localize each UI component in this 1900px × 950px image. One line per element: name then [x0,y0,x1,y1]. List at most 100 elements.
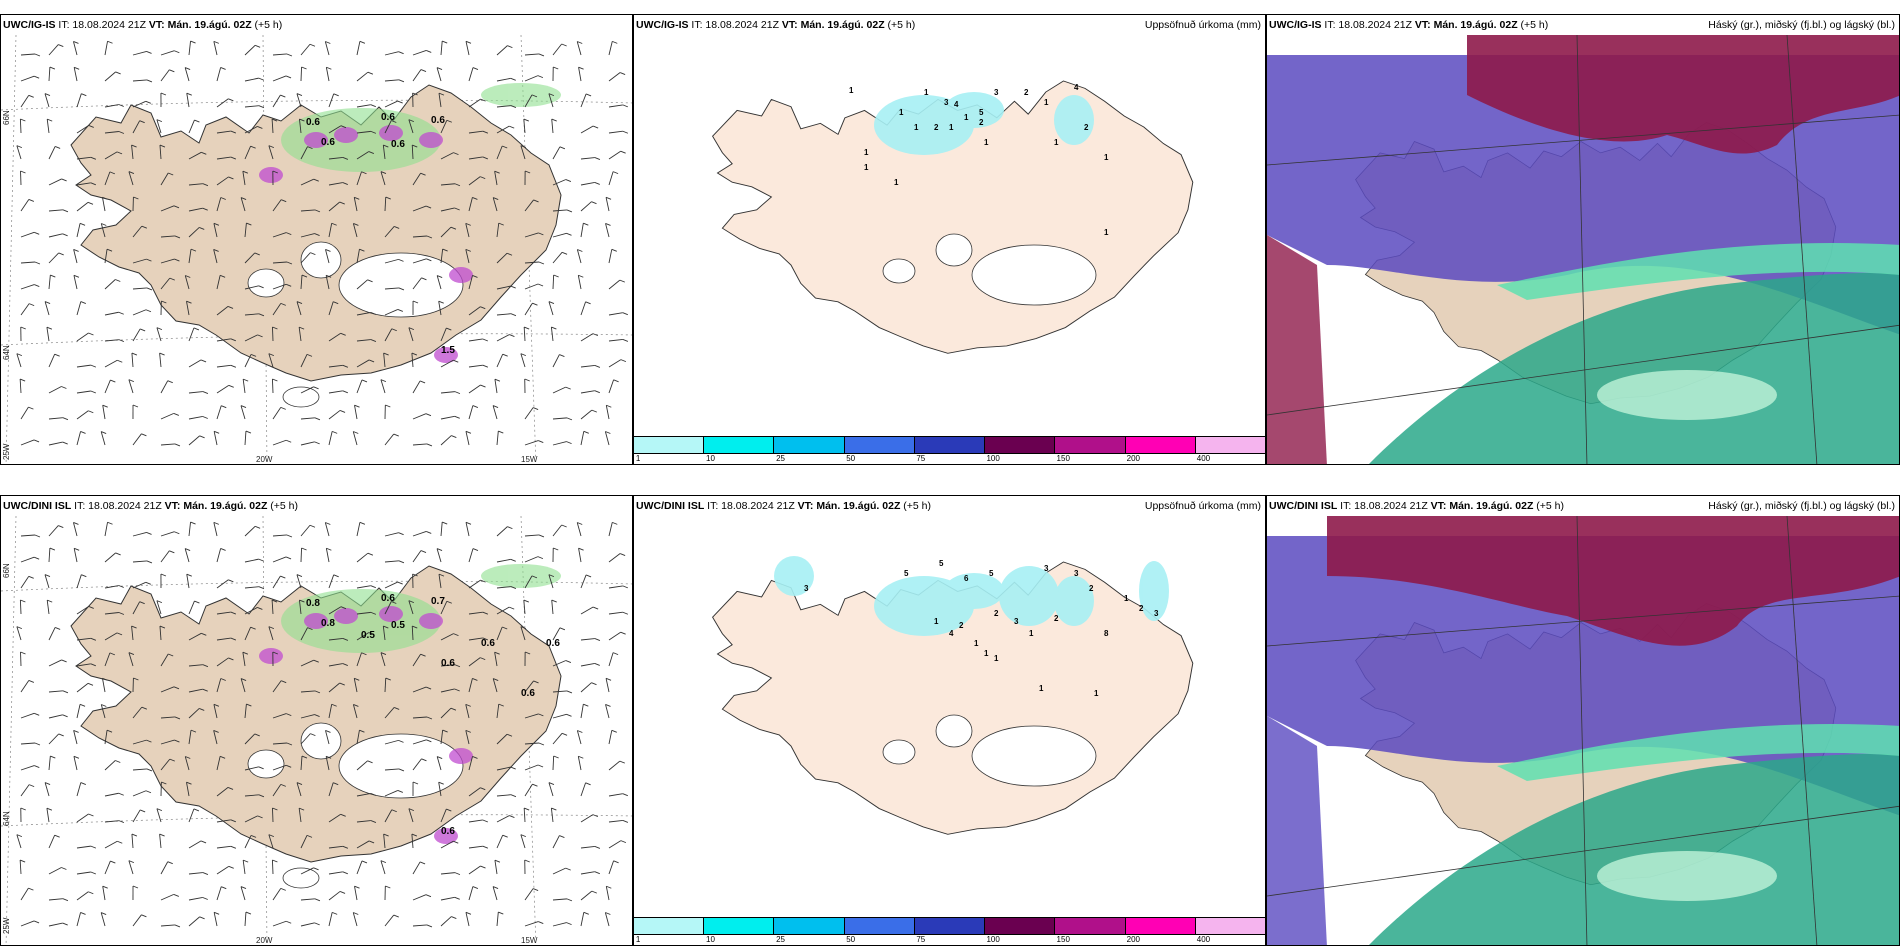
wind-barb-feather [314,922,320,926]
wind-barb-feather [141,225,148,229]
wind-barb [496,145,503,160]
wind-barb-feather [482,364,489,368]
wind-barb-feather [194,600,200,604]
wind-barb-feather [611,729,617,733]
wind-barb [384,309,399,316]
wind-barb-feather [533,680,539,684]
wind-barb-feather [219,755,226,759]
wind-barb [552,524,563,537]
wind-barb [128,652,134,667]
wind-barb-feather [202,688,208,692]
wind-barb-feather [339,891,346,894]
wind-barb-feather [185,275,191,278]
wind-barb-feather [510,285,516,289]
panel-precip-bottom: UWC/DINI ISL IT: 18.08.2024 21Z VT: Mán.… [633,495,1266,946]
wind-barb-feather [591,409,597,413]
panel-header: UWC/DINI ISL IT: 18.08.2024 21Z VT: Mán.… [634,496,1265,516]
wind-barb [160,443,175,446]
wind-barb [494,652,498,667]
wind-barb [300,43,311,56]
wind-barb-feather [257,126,263,129]
wind-barb-feather [594,364,601,368]
wind-barb [76,891,89,901]
wind-barb-feather [368,359,375,363]
wind-barb-feather [498,703,504,707]
wind-barb-feather [62,441,68,445]
wind-barb [184,548,190,563]
wind-barb [244,733,256,745]
wind-barb [213,912,218,927]
wind-barb [102,678,106,693]
wind-barb [468,819,483,823]
wind-barb [384,258,399,264]
wind-barb [242,652,246,667]
wind-barb-feather [110,860,116,864]
wind-barb [328,390,343,394]
wind-barb [352,431,358,446]
wind-barb [216,67,222,82]
wind-barb-feather [454,415,460,419]
precip-value-label: 1 [1044,98,1049,107]
colorbar-segment [704,918,775,934]
wind-barb-feather [509,606,515,610]
wind-barb [213,730,218,745]
wind-barb-feather [219,274,226,278]
wind-barb [328,431,333,446]
precip-value-label: 2 [1089,584,1094,593]
wind-barb [384,287,399,290]
wind-barb [524,742,539,745]
wind-barb [48,252,60,264]
wind-barb [440,707,452,719]
wind-barb [160,531,175,537]
precip-colorbar [634,436,1265,454]
wind-barb [576,41,582,56]
wind-barb [494,860,498,875]
colorbar-tick-label: 75 [916,935,926,944]
wind-barb-feather [622,611,629,615]
wind-barb [76,390,91,394]
wind-barb-feather [220,67,226,70]
wind-barb-feather [426,235,433,239]
wind-barb [412,443,427,446]
wind-barb [20,712,35,719]
wind-barb [468,98,481,108]
glaciers [882,233,1097,306]
wind-barb-feather [117,359,123,363]
wind-barb-feather [559,146,566,150]
wind-barb-feather [605,704,611,707]
wind-barb-feather [268,353,275,357]
wind-barb-feather [102,404,108,408]
wind-barb [384,532,399,537]
wind-barb-feather [494,170,500,174]
wind-barb [328,332,341,342]
wind-barb [300,690,315,693]
wind-barb-feather [131,625,137,629]
wind-barb-feather [426,50,432,53]
wind-barb-feather [47,118,53,122]
wind-barb-feather [73,274,80,278]
wind-barb-feather [412,92,418,96]
wind-barb-feather [199,227,205,230]
panel-clouds-bottom: UWC/DINI ISL IT: 18.08.2024 21Z VT: Mán.… [1266,495,1900,946]
wind-value-label: 0.5 [391,620,405,631]
wind-barb [440,152,454,160]
wind-barb-feather [80,301,87,304]
wind-barb-feather [61,659,67,663]
wind-barb-feather [359,729,365,733]
wind-barb [608,553,621,563]
wind-barb [76,663,91,667]
wind-barb-feather [442,248,448,252]
wind-barb-feather [34,712,40,716]
wind-barb-feather [454,664,461,668]
wind-barb-feather [420,550,427,553]
wind-barb-feather [465,222,471,226]
wind-barb [436,275,442,290]
wind-barb-feather [228,579,234,583]
wind-barb [412,861,421,875]
panel-title-right: Uppsöfnuð úrkoma (mm) [1144,19,1261,31]
wind-barb [440,664,455,667]
wind-barb-feather [398,532,404,536]
wind-barb-feather [437,756,443,759]
wind-barb [468,611,483,615]
colorbar-tick-label: 25 [776,935,786,944]
